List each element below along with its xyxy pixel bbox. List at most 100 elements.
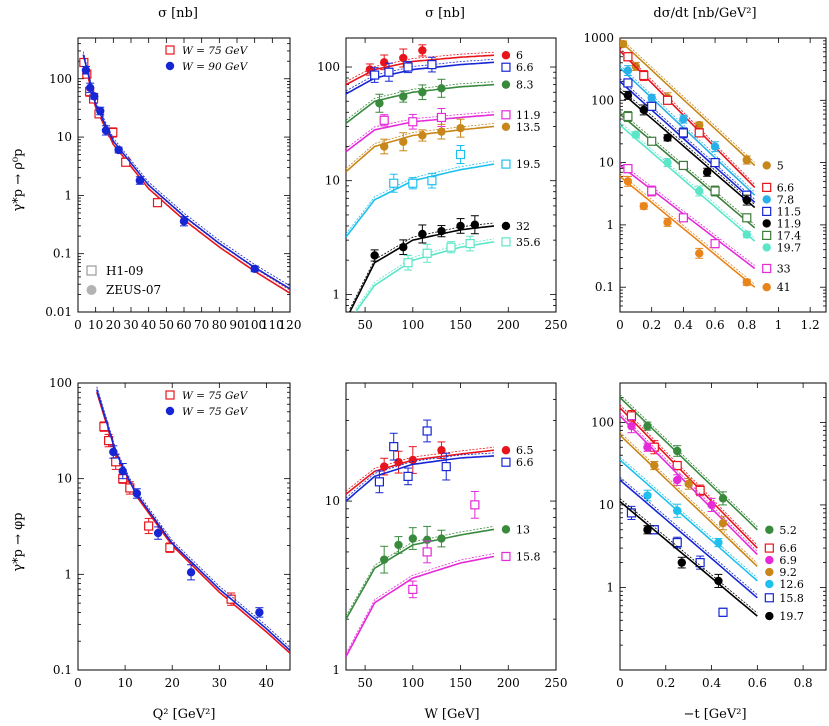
series-label: 15.8 [779,592,804,605]
data-point [673,475,682,485]
data-point [379,58,389,67]
data-point [437,446,446,455]
series-marker [765,555,774,565]
data-point [389,442,399,452]
series-marker [762,283,771,292]
y-tick-label: 1 [64,188,72,202]
data-point [399,53,408,63]
data-point [456,123,465,133]
data-point [427,176,437,186]
theory-curve [346,528,495,620]
theory-curve [82,57,290,294]
series-label: 6.6 [516,61,534,74]
data-point [408,117,418,127]
data-point [694,128,704,138]
data-point [626,411,637,421]
data-point [374,477,385,487]
data-point [375,99,384,108]
y-tick-label: 0.1 [53,663,72,677]
data-point [437,84,446,93]
x-tick-label: 120 [279,318,302,332]
zeus-legend-label: ZEUS-07 [106,283,161,297]
series-marker [501,237,511,247]
data-point [455,149,466,160]
x-tick-label: 50 [159,318,174,332]
series-label: 7.8 [777,193,795,206]
theory-curve [620,124,756,242]
legend-marker [165,45,175,55]
data-point [179,217,189,226]
series-marker [765,611,774,621]
data-point [132,489,142,498]
y-tick-label: 100 [49,376,72,390]
plot-frame [77,382,291,671]
series-label: 8.3 [516,79,534,92]
series-label: 11.5 [777,205,802,218]
series-marker [762,206,772,216]
data-point [114,145,123,155]
data-point [456,221,465,231]
data-point [81,66,91,75]
theory-band [620,38,755,163]
data-point [135,176,145,185]
series-marker [765,567,774,577]
theory-curve [620,407,758,549]
series-marker [501,446,511,455]
data-point [437,534,446,543]
data-point [437,127,446,136]
theory-curve [620,396,758,531]
theory-band [346,452,495,499]
series-marker [762,263,772,274]
data-point [408,534,418,543]
data-point [678,128,688,138]
x-label-w: W [GeV] [424,707,479,722]
theory-curve [349,225,495,312]
data-point [437,226,446,236]
theory-curve [620,500,758,617]
series-marker [501,221,511,231]
data-point [96,106,105,116]
y-tick-label: 100 [49,72,72,86]
theory-band [82,51,290,287]
data-point [710,158,720,168]
data-point [399,243,408,252]
y-tick-label: 1 [64,567,72,581]
data-point [639,105,648,115]
series-label: 12.6 [779,578,804,591]
data-point [695,186,704,196]
data-point [742,155,751,165]
data-point [152,198,163,208]
x-tick-label: 250 [545,318,568,332]
y-tick-label: 10 [57,472,72,486]
data-point [101,126,111,135]
y-tick-label: 10 [599,156,614,170]
data-point [627,421,636,431]
series-label: 13 [516,523,530,536]
data-point [710,186,720,196]
series-marker [501,159,511,169]
data-point [403,471,413,481]
data-point [679,114,688,124]
series-marker [762,182,772,192]
series-marker [501,62,511,72]
data-point [714,538,723,547]
theory-band [620,78,755,200]
x-tick-label: 0.8 [737,318,756,332]
x-tick-label: 200 [497,676,520,690]
data-point [418,88,427,97]
col-title-2: σ [nb] [425,6,465,21]
data-point [623,91,633,100]
data-point [707,500,716,510]
x-tick-label: 100 [401,676,424,690]
theory-curve [346,125,495,173]
data-point [663,133,672,143]
data-point [389,178,399,188]
data-point [742,213,752,223]
theory-curve [82,54,290,290]
x-tick-label: 40 [141,318,156,332]
data-point [408,178,418,188]
y-tick-label: 100 [591,415,614,429]
series-marker [762,195,771,204]
data-point [379,115,389,125]
series-label: 13.5 [516,121,541,134]
